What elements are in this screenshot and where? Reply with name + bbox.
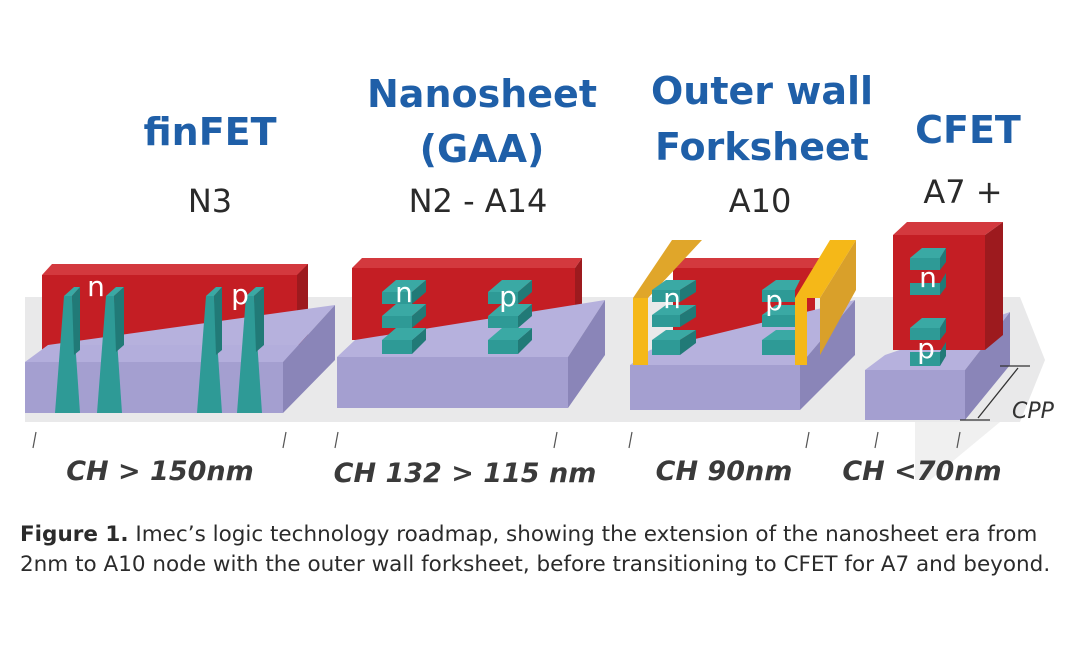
nanosheet-stack-p [488, 280, 532, 354]
node-cfet: A7 + [923, 173, 1002, 211]
title-nanosheet-line2: (GAA) [420, 127, 545, 171]
node-forksheet: A10 [729, 182, 792, 220]
fin-channels [55, 287, 264, 413]
nanosheet-stack-n [382, 280, 426, 354]
cpp-dimension [960, 365, 1030, 421]
column-boundary-ticks [32, 431, 961, 449]
forksheet-device: n p [630, 240, 856, 410]
ch-forksheet: CH 90nm [656, 456, 793, 487]
label-n: n [663, 282, 681, 315]
title-nanosheet-line1: Nanosheet [367, 72, 597, 116]
title-cfet: CFET [915, 108, 1021, 152]
ch-cfet: CH <70nm [842, 456, 1001, 487]
figure-caption: Figure 1. Imec’s logic technology roadma… [20, 520, 1070, 579]
cfet-stack-p [910, 318, 946, 366]
title-finfet: finFET [143, 110, 276, 154]
node-finfet: N3 [188, 182, 232, 220]
label-p: p [499, 280, 517, 313]
forksheet-stack-n [652, 280, 696, 355]
floor-shadow [915, 422, 1000, 480]
title-forksheet-line1: Outer wall [651, 69, 873, 113]
outer-wall-right [795, 298, 807, 365]
node-nanosheet: N2 - A14 [409, 182, 548, 220]
cpp-label: CPP [1012, 399, 1055, 424]
nanosheet-device: n p [337, 258, 605, 408]
label-p: p [231, 278, 249, 311]
label-n: n [87, 270, 105, 303]
caption-text: Imec’s logic technology roadmap, showing… [20, 522, 1051, 577]
ch-finfet: CH > 150nm [66, 456, 254, 487]
caption-label: Figure 1. [20, 522, 129, 547]
forksheet-stack-p [762, 280, 800, 355]
finfet-device: n p [25, 264, 335, 413]
outer-wall-left [633, 240, 702, 298]
cfet-device: n p [865, 222, 1010, 420]
cfet-stack-n [910, 248, 946, 295]
label-p: p [917, 332, 935, 365]
label-n: n [919, 261, 937, 294]
label-n: n [395, 276, 413, 309]
ch-nanosheet: CH 132 > 115 nm [334, 458, 597, 489]
title-forksheet-line2: Forksheet [655, 125, 869, 169]
label-p: p [765, 284, 783, 317]
